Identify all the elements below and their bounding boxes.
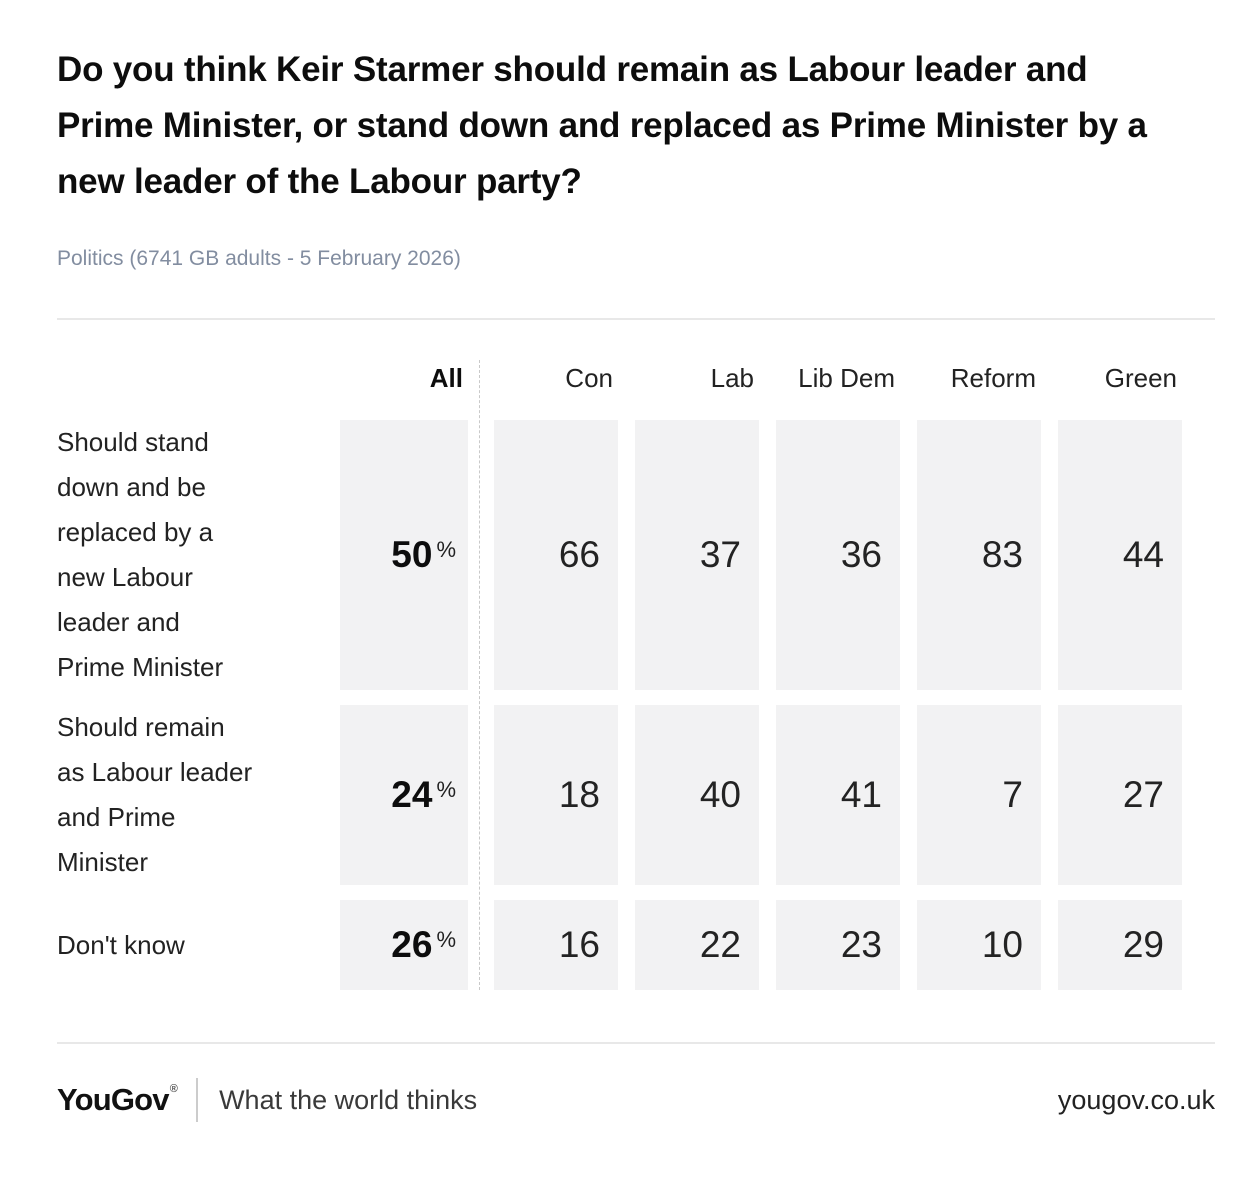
value-cell: 23	[776, 900, 900, 990]
all-value: 24	[391, 774, 433, 815]
column-header-lab: Lab	[710, 363, 754, 393]
percent-sign: %	[436, 777, 456, 802]
value-cell: 40	[635, 705, 759, 885]
table-row: Don't know 26 % 16 22 23 10 29	[57, 900, 1182, 990]
column-header-con: Con	[565, 363, 613, 393]
value-cell: 22	[635, 900, 759, 990]
all-value: 26	[391, 924, 433, 965]
yougov-logo: YouGov®	[57, 1082, 178, 1118]
yougov-logo-text: YouGov	[57, 1082, 170, 1117]
row-label: Don't know	[57, 929, 185, 960]
percent-sign: %	[436, 537, 456, 562]
value-cell: 27	[1058, 705, 1182, 885]
cell-gap	[468, 705, 494, 885]
column-header-reform: Reform	[950, 363, 1036, 393]
all-value-cell: 26 %	[340, 900, 468, 990]
page-title: Do you think Keir Starmer should remain …	[57, 50, 1147, 201]
value-cell: 16	[494, 900, 618, 990]
all-value-cell: 24 %	[340, 705, 468, 885]
top-divider	[57, 318, 1215, 320]
footer-logo-divider	[196, 1078, 199, 1122]
value-cell: 7	[917, 705, 1041, 885]
row-label: Should remain as Labour leader and Prime…	[57, 712, 253, 877]
percent-sign: %	[436, 927, 456, 952]
cell-gap	[468, 900, 494, 990]
row-label: Should stand down and be replaced by a n…	[57, 427, 224, 682]
website-link[interactable]: yougov.co.uk	[1057, 1084, 1215, 1115]
value-cell: 37	[635, 420, 759, 690]
all-value-cell: 50 %	[340, 420, 468, 690]
all-column-divider	[479, 360, 480, 990]
value-cell: 44	[1058, 420, 1182, 690]
all-value: 50	[391, 534, 433, 575]
table-header-row: All Con Lab Lib Dem Reform Green	[57, 362, 1182, 394]
value-cell: 29	[1058, 900, 1182, 990]
footer-divider	[57, 1042, 1215, 1044]
value-cell: 83	[917, 420, 1041, 690]
footer: YouGov® What the world thinks yougov.co.…	[57, 1076, 1215, 1124]
column-header-all: All	[429, 363, 463, 393]
cell-gap	[468, 420, 494, 690]
table-row: Should stand down and be replaced by a n…	[57, 420, 1182, 690]
results-table: All Con Lab Lib Dem Reform Green Should …	[57, 360, 1182, 990]
poll-content: Do you think Keir Starmer should remain …	[57, 0, 1215, 1124]
registered-trademark-icon: ®	[169, 1083, 178, 1095]
table-row: Should remain as Labour leader and Prime…	[57, 705, 1182, 885]
value-cell: 41	[776, 705, 900, 885]
value-cell: 66	[494, 420, 618, 690]
value-cell: 36	[776, 420, 900, 690]
value-cell: 10	[917, 900, 1041, 990]
value-cell: 18	[494, 705, 618, 885]
poll-meta: Politics (6741 GB adults - 5 February 20…	[57, 247, 461, 270]
column-header-green: Green	[1104, 363, 1177, 393]
column-header-libdem: Lib Dem	[798, 363, 895, 393]
footer-tagline: What the world thinks	[219, 1084, 478, 1115]
